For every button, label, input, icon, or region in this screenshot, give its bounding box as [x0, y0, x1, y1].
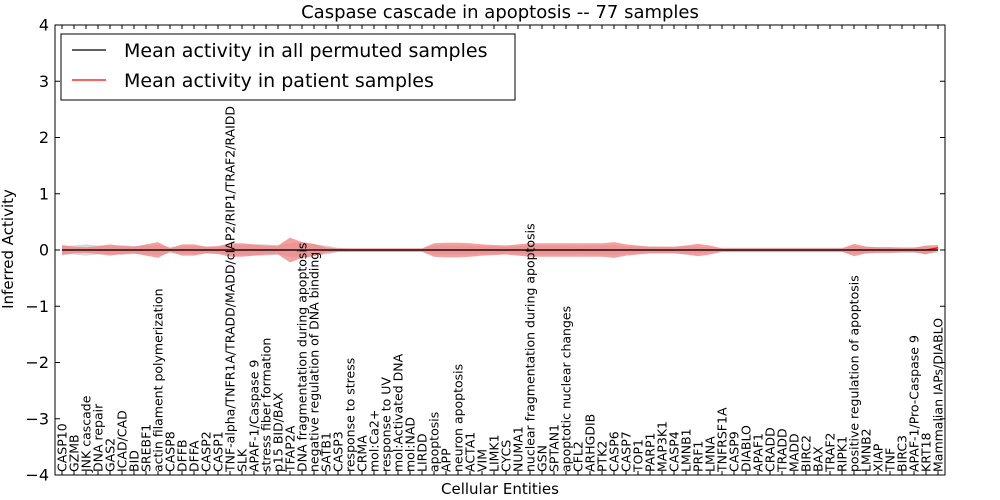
x-tick-label: NUMA1 — [511, 426, 526, 472]
x-tick-label: apoptotic nuclear changes — [559, 306, 574, 472]
legend-entry-patient: Mean activity in patient samples — [124, 70, 434, 92]
x-tick-label: MADD — [787, 433, 802, 472]
x-tick-label: PRF1 — [691, 441, 706, 472]
x-tick-label: mol:Ca2+ — [367, 410, 382, 472]
x-tick-label: Mammalian IAPs/DIABLO — [931, 318, 946, 472]
y-tick-label: 3 — [39, 72, 49, 91]
x-tick-label: TNF-alpha/TNFR1A/TRADD/MADD/cIAP2/RIP1/T… — [223, 106, 238, 473]
x-tick-label: CFL2 — [571, 441, 586, 472]
x-tick-label: APP — [439, 448, 454, 472]
x-tick-label: PTK2 — [595, 441, 610, 472]
x-tick-label: response to UV — [379, 377, 394, 472]
x-tick-label: DIABLO — [739, 425, 754, 472]
x-tick-label: TOP1 — [631, 439, 646, 473]
x-tick-label: MAP3K1 — [655, 421, 670, 472]
y-tick-label: 1 — [39, 184, 49, 203]
x-tick-label: KRT18 — [919, 432, 934, 472]
x-tick-label: TNF — [883, 448, 898, 473]
x-tick-label: mol:NAD — [403, 417, 418, 472]
y-tick-label: −1 — [25, 297, 49, 316]
x-tick-label: CASP8 — [163, 431, 178, 472]
x-tick-label: ARHGDIB — [583, 414, 598, 472]
x-tick-label: SREBF1 — [139, 424, 154, 472]
x-tick-label: CASP3 — [331, 431, 346, 472]
y-tick-label: 2 — [39, 128, 49, 147]
x-tick-label: RIPK1 — [835, 436, 850, 472]
x-tick-label: DNA repair — [91, 403, 106, 472]
x-tick-label: APAF-1/Caspase 9 — [247, 360, 262, 472]
x-tick-label: LIRDD — [415, 433, 430, 472]
x-tick-label: LIMK1 — [487, 434, 502, 472]
x-tick-label: VIM — [475, 449, 490, 472]
x-tick-label: CRMA — [355, 435, 370, 472]
x-tick-label: TRADD — [775, 428, 790, 473]
y-tick-label: 0 — [39, 241, 49, 260]
x-tick-label: LMNA — [703, 436, 718, 472]
x-tick-label: LMNB1 — [679, 428, 694, 472]
x-tick-label: apoptosis — [427, 412, 442, 472]
x-tick-label: CASP9 — [727, 431, 742, 472]
x-tick-label: DFFB — [175, 439, 190, 472]
y-axis-label: Inferred Activity — [0, 189, 17, 309]
legend-entry-permuted: Mean activity in all permuted samples — [124, 40, 487, 62]
x-tick-label: SLK — [235, 448, 250, 472]
x-tick-label: CASP6 — [607, 431, 622, 472]
x-tick-label: ICAD/CAD — [115, 410, 130, 472]
legend: Mean activity in all permuted samples Me… — [60, 33, 516, 101]
x-tick-label: p15 BID/BAX — [271, 392, 286, 472]
x-tick-label: DFFA — [187, 440, 202, 472]
x-tick-label: CYCS — [499, 440, 514, 472]
x-tick-label: nuclear fragmentation during apoptosis — [523, 223, 538, 472]
x-tick-label: positive regulation of apoptosis — [847, 275, 862, 472]
x-tick-label: APAF-1/Pro-Caspase 9 — [907, 335, 922, 472]
x-tick-label: response to stress — [343, 358, 358, 472]
x-tick-label: stress fiber formation — [259, 338, 274, 472]
x-tick-label: negative regulation of DNA binding — [307, 252, 322, 472]
x-tick-label: GAS2 — [103, 438, 118, 472]
x-tick-label: LMNB2 — [859, 428, 874, 472]
x-tick-label: CASP7 — [619, 431, 634, 472]
x-tick-label: actin filament polymerization — [151, 288, 166, 472]
x-tick-label: BIRC2 — [799, 435, 814, 472]
series-lines — [62, 247, 939, 251]
x-tick-label: DNA fragmentation during apoptosis — [295, 243, 310, 472]
x-tick-label: SPTAN1 — [547, 424, 562, 472]
x-tick-label: CASP4 — [667, 431, 682, 472]
y-tick-label: −4 — [25, 466, 49, 485]
x-tick-label: JNK cascade — [79, 395, 94, 473]
x-tick-label: GZMB — [67, 434, 82, 472]
x-tick-label: BID — [127, 450, 142, 472]
legend-box — [60, 33, 516, 101]
y-tick-label: 4 — [39, 16, 49, 35]
x-tick-label: PARP1 — [643, 433, 658, 472]
x-tick-label: neuron apoptosis — [451, 364, 466, 472]
y-axis: −4 −3 −2 −1 0 1 2 3 4 — [25, 16, 945, 485]
x-tick-label: ACTA1 — [463, 432, 478, 472]
x-tick-label: CRADD — [763, 427, 778, 472]
x-tick-label: TNFRSF1A — [715, 407, 730, 473]
x-tick-label: CASP10 — [55, 423, 70, 472]
x-tick-label: BAX — [811, 446, 826, 472]
y-tick-label: −2 — [25, 353, 49, 372]
x-tick-label: XIAP — [871, 443, 886, 472]
y-tick-label: −3 — [25, 409, 49, 428]
x-axis-label: Cellular Entities — [441, 480, 559, 498]
x-tick-label: TFAP2A — [283, 425, 298, 473]
chart-title: Caspase cascade in apoptosis -- 77 sampl… — [301, 2, 699, 23]
x-tick-label: CASP1 — [211, 431, 226, 472]
x-tick-label: APAF1 — [751, 433, 766, 472]
x-tick-label: CASP2 — [199, 431, 214, 472]
x-tick-label: TRAF2 — [823, 432, 838, 473]
x-tick-label: SATB1 — [319, 432, 334, 472]
x-tick-label: BIRC3 — [895, 435, 910, 472]
x-tick-label: GSN — [535, 445, 550, 472]
x-tick-label: mol:Activated DNA — [391, 353, 406, 472]
